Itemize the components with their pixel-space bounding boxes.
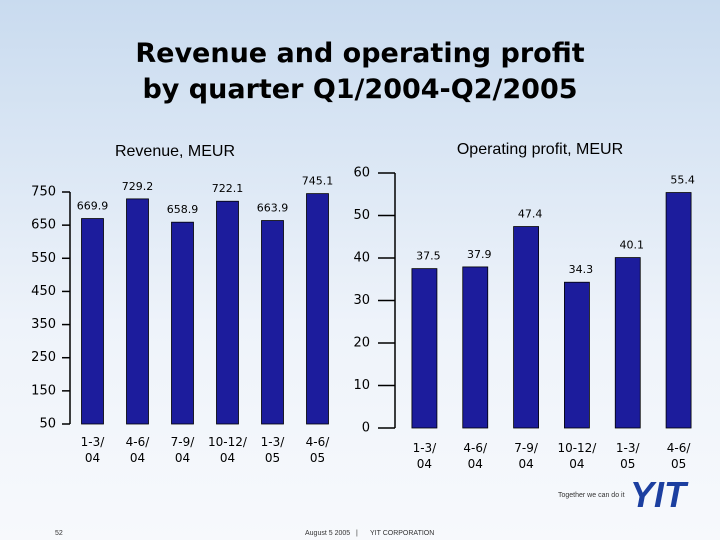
footer-separator: | bbox=[356, 530, 358, 537]
y-tick-label: 0 bbox=[362, 421, 370, 436]
bar bbox=[411, 268, 438, 429]
bar bbox=[665, 192, 692, 429]
x-tick-label: 4-6/ 04 bbox=[463, 441, 488, 471]
y-tick-label: 350 bbox=[31, 317, 56, 332]
value-label: 55.4 bbox=[670, 174, 695, 187]
value-label: 729.2 bbox=[122, 180, 154, 193]
value-label: 47.4 bbox=[518, 208, 543, 221]
tagline: Together we can do it bbox=[558, 492, 625, 499]
value-label: 669.9 bbox=[77, 200, 109, 213]
y-tick-label: 60 bbox=[353, 166, 370, 181]
bar bbox=[462, 266, 489, 429]
bar bbox=[216, 200, 239, 425]
x-tick-label: 10-12/ 04 bbox=[208, 435, 247, 465]
page-number: 52 bbox=[55, 530, 63, 537]
y-tick-label: 30 bbox=[353, 293, 370, 308]
y-tick-label: 20 bbox=[353, 336, 370, 351]
y-tick-label: 10 bbox=[353, 378, 370, 393]
x-tick-label: 4-6/ 05 bbox=[305, 435, 330, 465]
footer-date: August 5 2005 bbox=[305, 530, 351, 537]
value-label: 40.1 bbox=[620, 239, 645, 252]
y-tick-label: 50 bbox=[353, 208, 370, 223]
value-label: 663.9 bbox=[257, 202, 289, 215]
x-tick-label: 7-9/ 04 bbox=[514, 441, 538, 471]
bar bbox=[513, 226, 539, 429]
y-tick-label: 550 bbox=[31, 251, 56, 266]
footer-company: YIT CORPORATION bbox=[370, 530, 435, 537]
bar bbox=[564, 281, 590, 429]
value-label: 37.5 bbox=[416, 250, 441, 263]
y-tick-label: 450 bbox=[31, 284, 56, 299]
x-tick-label: 1-3/ 05 bbox=[615, 441, 640, 471]
x-tick-label: 1-3/ 04 bbox=[80, 435, 105, 465]
x-tick-label: 4-6/ 05 bbox=[666, 441, 691, 471]
bar bbox=[306, 193, 329, 425]
value-label: 722.1 bbox=[212, 182, 244, 195]
value-label: 34.3 bbox=[569, 263, 594, 276]
slide-title: Revenue and operating profit by quarter … bbox=[135, 38, 585, 105]
value-label: 658.9 bbox=[167, 203, 199, 216]
y-tick-label: 150 bbox=[31, 383, 56, 398]
bar bbox=[614, 257, 641, 429]
y-tick-label: 250 bbox=[31, 350, 56, 365]
bar bbox=[81, 218, 104, 425]
logo: YIT bbox=[630, 474, 687, 515]
y-tick-label: 650 bbox=[31, 218, 56, 233]
x-tick-label: 1-3/ 04 bbox=[412, 441, 437, 471]
y-tick-label: 40 bbox=[353, 251, 370, 266]
y-tick-label: 50 bbox=[39, 417, 56, 432]
x-tick-label: 10-12/ 04 bbox=[557, 441, 597, 471]
bar bbox=[171, 221, 194, 425]
chart-title: Revenue, MEUR bbox=[115, 143, 235, 160]
x-tick-label: 1-3/ 05 bbox=[260, 435, 285, 465]
bar bbox=[261, 220, 284, 425]
x-tick-label: 7-9/ 04 bbox=[170, 435, 195, 465]
y-tick-label: 750 bbox=[31, 185, 56, 200]
value-label: 745.1 bbox=[302, 175, 334, 188]
bar bbox=[126, 198, 149, 425]
chart-title: Operating profit, MEUR bbox=[457, 141, 623, 158]
value-label: 37.9 bbox=[467, 248, 492, 261]
x-tick-label: 4-6/ 04 bbox=[125, 435, 150, 465]
